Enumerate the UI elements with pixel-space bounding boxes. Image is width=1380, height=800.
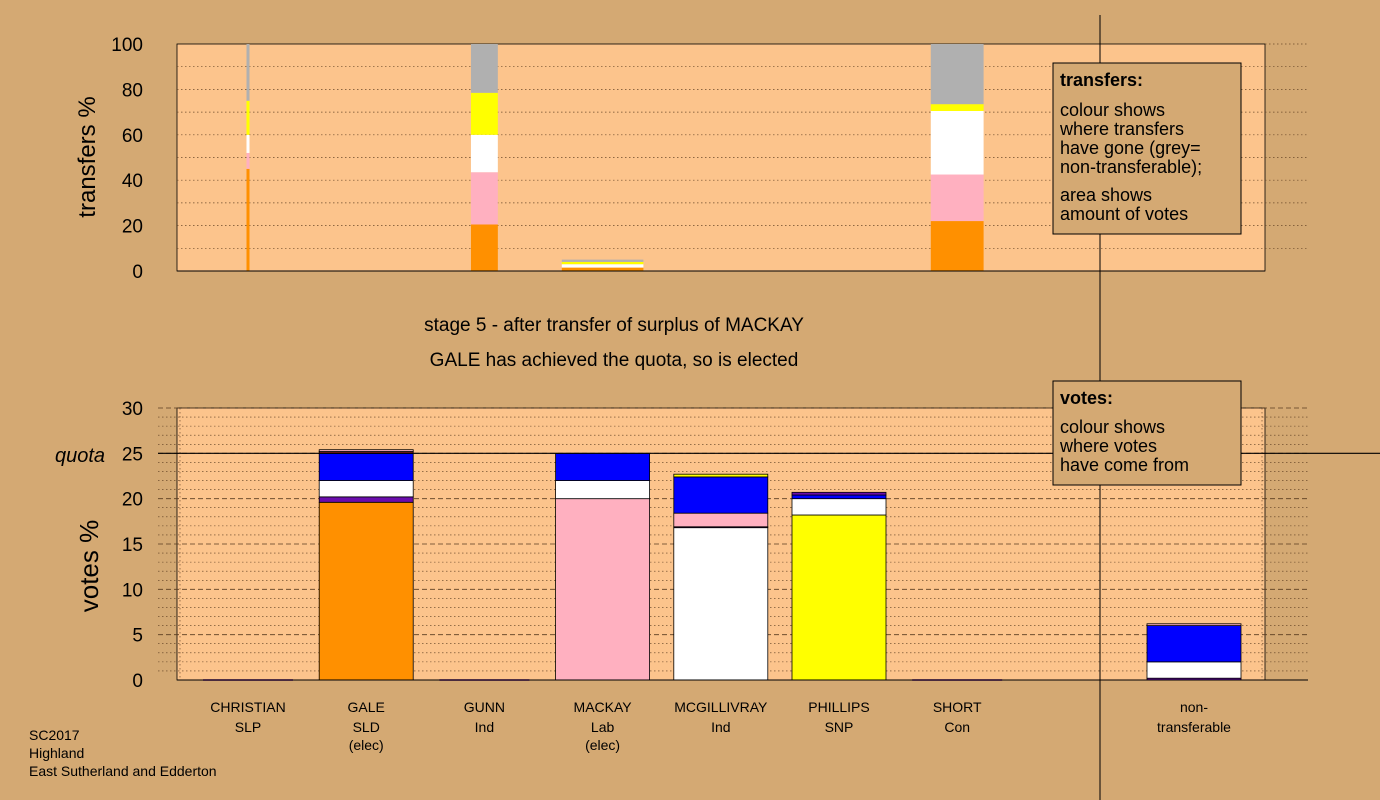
x-elected-note: (elec) [585,737,620,753]
votes-legend: votes: colour shows where votes have com… [1052,380,1242,486]
transfers-legend-box [1052,62,1242,235]
bottom-y-tick-label: 10 [122,580,143,601]
transfer-segment-short-to-mcgillivray [930,110,984,175]
x-category-label: GUNN [464,699,505,715]
transfer-segment-gunn-to-phillips [470,92,498,135]
vote-segment-phillips-from-short [791,494,887,500]
votes-legend-line: colour shows [1060,417,1165,437]
vote-segment-mcgillivray-from-mackay [673,512,769,528]
vote-segment-mackay-from-mackay [555,498,650,681]
transfer-segment-short-to-non-transferable [930,44,984,105]
transfer-segment-christian-to-phillips [246,100,250,135]
bottom-y-tick-label: 5 [132,626,143,647]
top-y-tick-label: 0 [132,262,143,283]
x-category-label: GALE [348,699,385,715]
footer-line: Highland [29,745,84,761]
transfer-segment-christian-to-gale [246,168,250,271]
x-party-label: transferable [1157,719,1231,735]
x-party-label: Con [944,719,970,735]
x-party-label: Ind [475,719,494,735]
transfers-legend-line: area shows [1060,185,1152,205]
quota-label: quota [55,445,105,467]
transfer-segment-christian-to-non-transferable [246,44,250,101]
transfer-segment-gunn-to-mackay [470,172,498,225]
transfers-legend-line: where transfers [1059,119,1184,139]
transfer-segment-mackay-to-phillips [561,261,644,265]
top-y-tick-label: 20 [122,217,143,238]
footer-line: SC2017 [29,727,80,743]
transfer-segment-short-to-gale [930,221,984,271]
vote-segment-gale-from-gunn [318,496,414,503]
transfer-segment-short-to-phillips [930,104,984,111]
vote-segment-non-from-mcgillivray [1146,661,1242,679]
transfer-segment-mackay-to-gale [561,267,644,271]
marks-layer: CHRISTIAN SLP GALE SLD (elec) GUNN Ind MACKAY La… [158,44,1380,753]
x-party-label: SLD [353,719,380,735]
x-category-label: MCGILLIVRAY [674,699,768,715]
transfer-segment-mackay-to-mcgillivray [561,264,644,268]
transfers-legend-line: colour shows [1060,100,1165,120]
vote-segment-gale-from-mackay [318,449,414,452]
transfers-legend-title: transfers: [1060,70,1143,90]
bottom-y-tick-label: 15 [122,535,143,556]
vote-segment-mcgillivray-from-short [673,476,769,514]
vote-segment-non-from-short [1146,625,1242,663]
vote-segment-mcgillivray-from-mcgillivray [673,527,769,681]
x-category-label: non- [1180,699,1208,715]
vote-segment-mackay-from-mcgillivray [555,480,650,500]
vote-segment-mackay-from-short [555,452,650,481]
transfers-legend-line: non-transferable); [1060,157,1202,177]
stage-caption: stage 5 - after transfer of surplus of M… [424,315,804,336]
top-y-tick-label: 100 [111,35,143,56]
votes-legend-line: have come from [1060,455,1189,475]
elected-caption: GALE has achieved the quota, so is elect… [430,350,799,371]
transfer-segment-christian-to-mackay [246,152,250,169]
top-y-tick-label: 80 [122,80,143,101]
transfer-segment-christian-to-mcgillivray [246,134,250,153]
bottom-y-tick-label: 30 [122,399,143,420]
top-y-tick-label: 40 [122,171,143,192]
transfer-segment-gunn-to-non-transferable [470,44,498,93]
x-party-label: Lab [591,719,615,735]
bottom-y-tick-label: 25 [122,444,143,465]
vote-segment-gale-from-short [318,452,414,481]
bottom-y-axis-title: votes % [74,520,104,613]
x-party-label: Ind [711,719,730,735]
vote-segment-gale-from-mcgillivray [318,480,414,498]
vote-segment-non-from-mackay [1146,623,1242,627]
transfer-segment-mackay-to-non-transferable [561,259,644,262]
votes-legend-box [1052,380,1242,486]
vote-segment-phillips-from-mcgillivray [791,498,887,516]
votes-legend-line: where votes [1059,436,1157,456]
top-y-axis-title: transfers % [74,96,101,217]
vote-segment-phillips-from-gunn [791,491,887,496]
x-category-label: SHORT [933,699,982,715]
bottom-y-tick-label: 20 [122,490,143,511]
x-category-label: MACKAY [574,699,633,715]
x-category-label: CHRISTIAN [210,699,285,715]
top-y-tick-label: 60 [122,126,143,147]
votes-legend-title: votes: [1060,388,1113,408]
transfers-legend-line: have gone (grey= [1060,138,1201,158]
transfer-segment-gunn-to-mcgillivray [470,134,498,173]
x-party-label: SNP [825,719,854,735]
x-elected-note: (elec) [349,737,384,753]
vote-segment-mcgillivray-from-phillips [673,473,769,478]
transfers-legend: transfers: colour shows where transfers … [1052,62,1242,235]
transfer-segment-gunn-to-gale [470,224,498,271]
bottom-y-tick-label: 0 [132,671,143,692]
transfers-legend-line: amount of votes [1060,204,1188,224]
vote-segment-phillips-from-phillips [791,514,887,681]
vote-segment-gale-from-gale [318,501,414,681]
footer-line: East Sutherland and Edderton [29,763,217,779]
transfer-segment-short-to-mackay [930,174,984,222]
x-party-label: SLP [235,719,261,735]
x-category-label: PHILLIPS [808,699,869,715]
